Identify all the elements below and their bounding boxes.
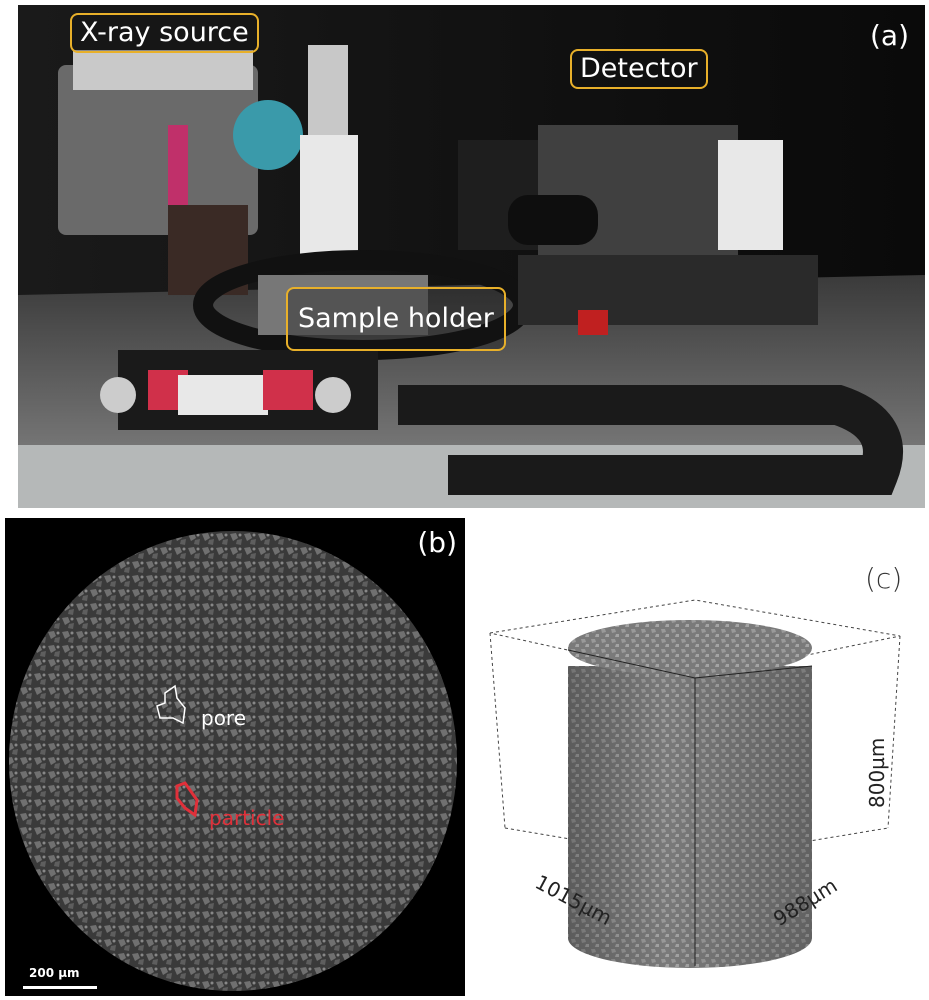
volume-rendering: [489, 599, 901, 968]
pore-outline: [156, 684, 186, 725]
panel-b-ct-slice: pore particle 200 µm (b): [5, 518, 465, 996]
pore-label: pore: [201, 706, 247, 730]
dimension-height: 800µm: [865, 737, 889, 808]
ct-slice-image: [9, 531, 457, 991]
particle-outline: [175, 781, 199, 818]
callout-x-ray-source: X-ray source: [70, 13, 259, 53]
instrument-photo: [18, 5, 925, 508]
callout-sample-holder: Sample holder: [286, 287, 506, 351]
callout-detector: Detector: [570, 49, 708, 89]
panel-c-3d-volume: (c) 800µm 1015µm 988µm: [470, 518, 929, 996]
panel-b-label: (b): [417, 526, 457, 559]
panel-a-label: (a): [869, 19, 909, 52]
particle-label: particle: [209, 806, 285, 830]
scale-bar: [23, 986, 97, 989]
scale-bar-label: 200 µm: [29, 966, 80, 980]
panel-a-instrument-photo: X-ray source Detector Sample holder (a): [18, 5, 925, 508]
panel-c-label: (c): [865, 562, 903, 595]
